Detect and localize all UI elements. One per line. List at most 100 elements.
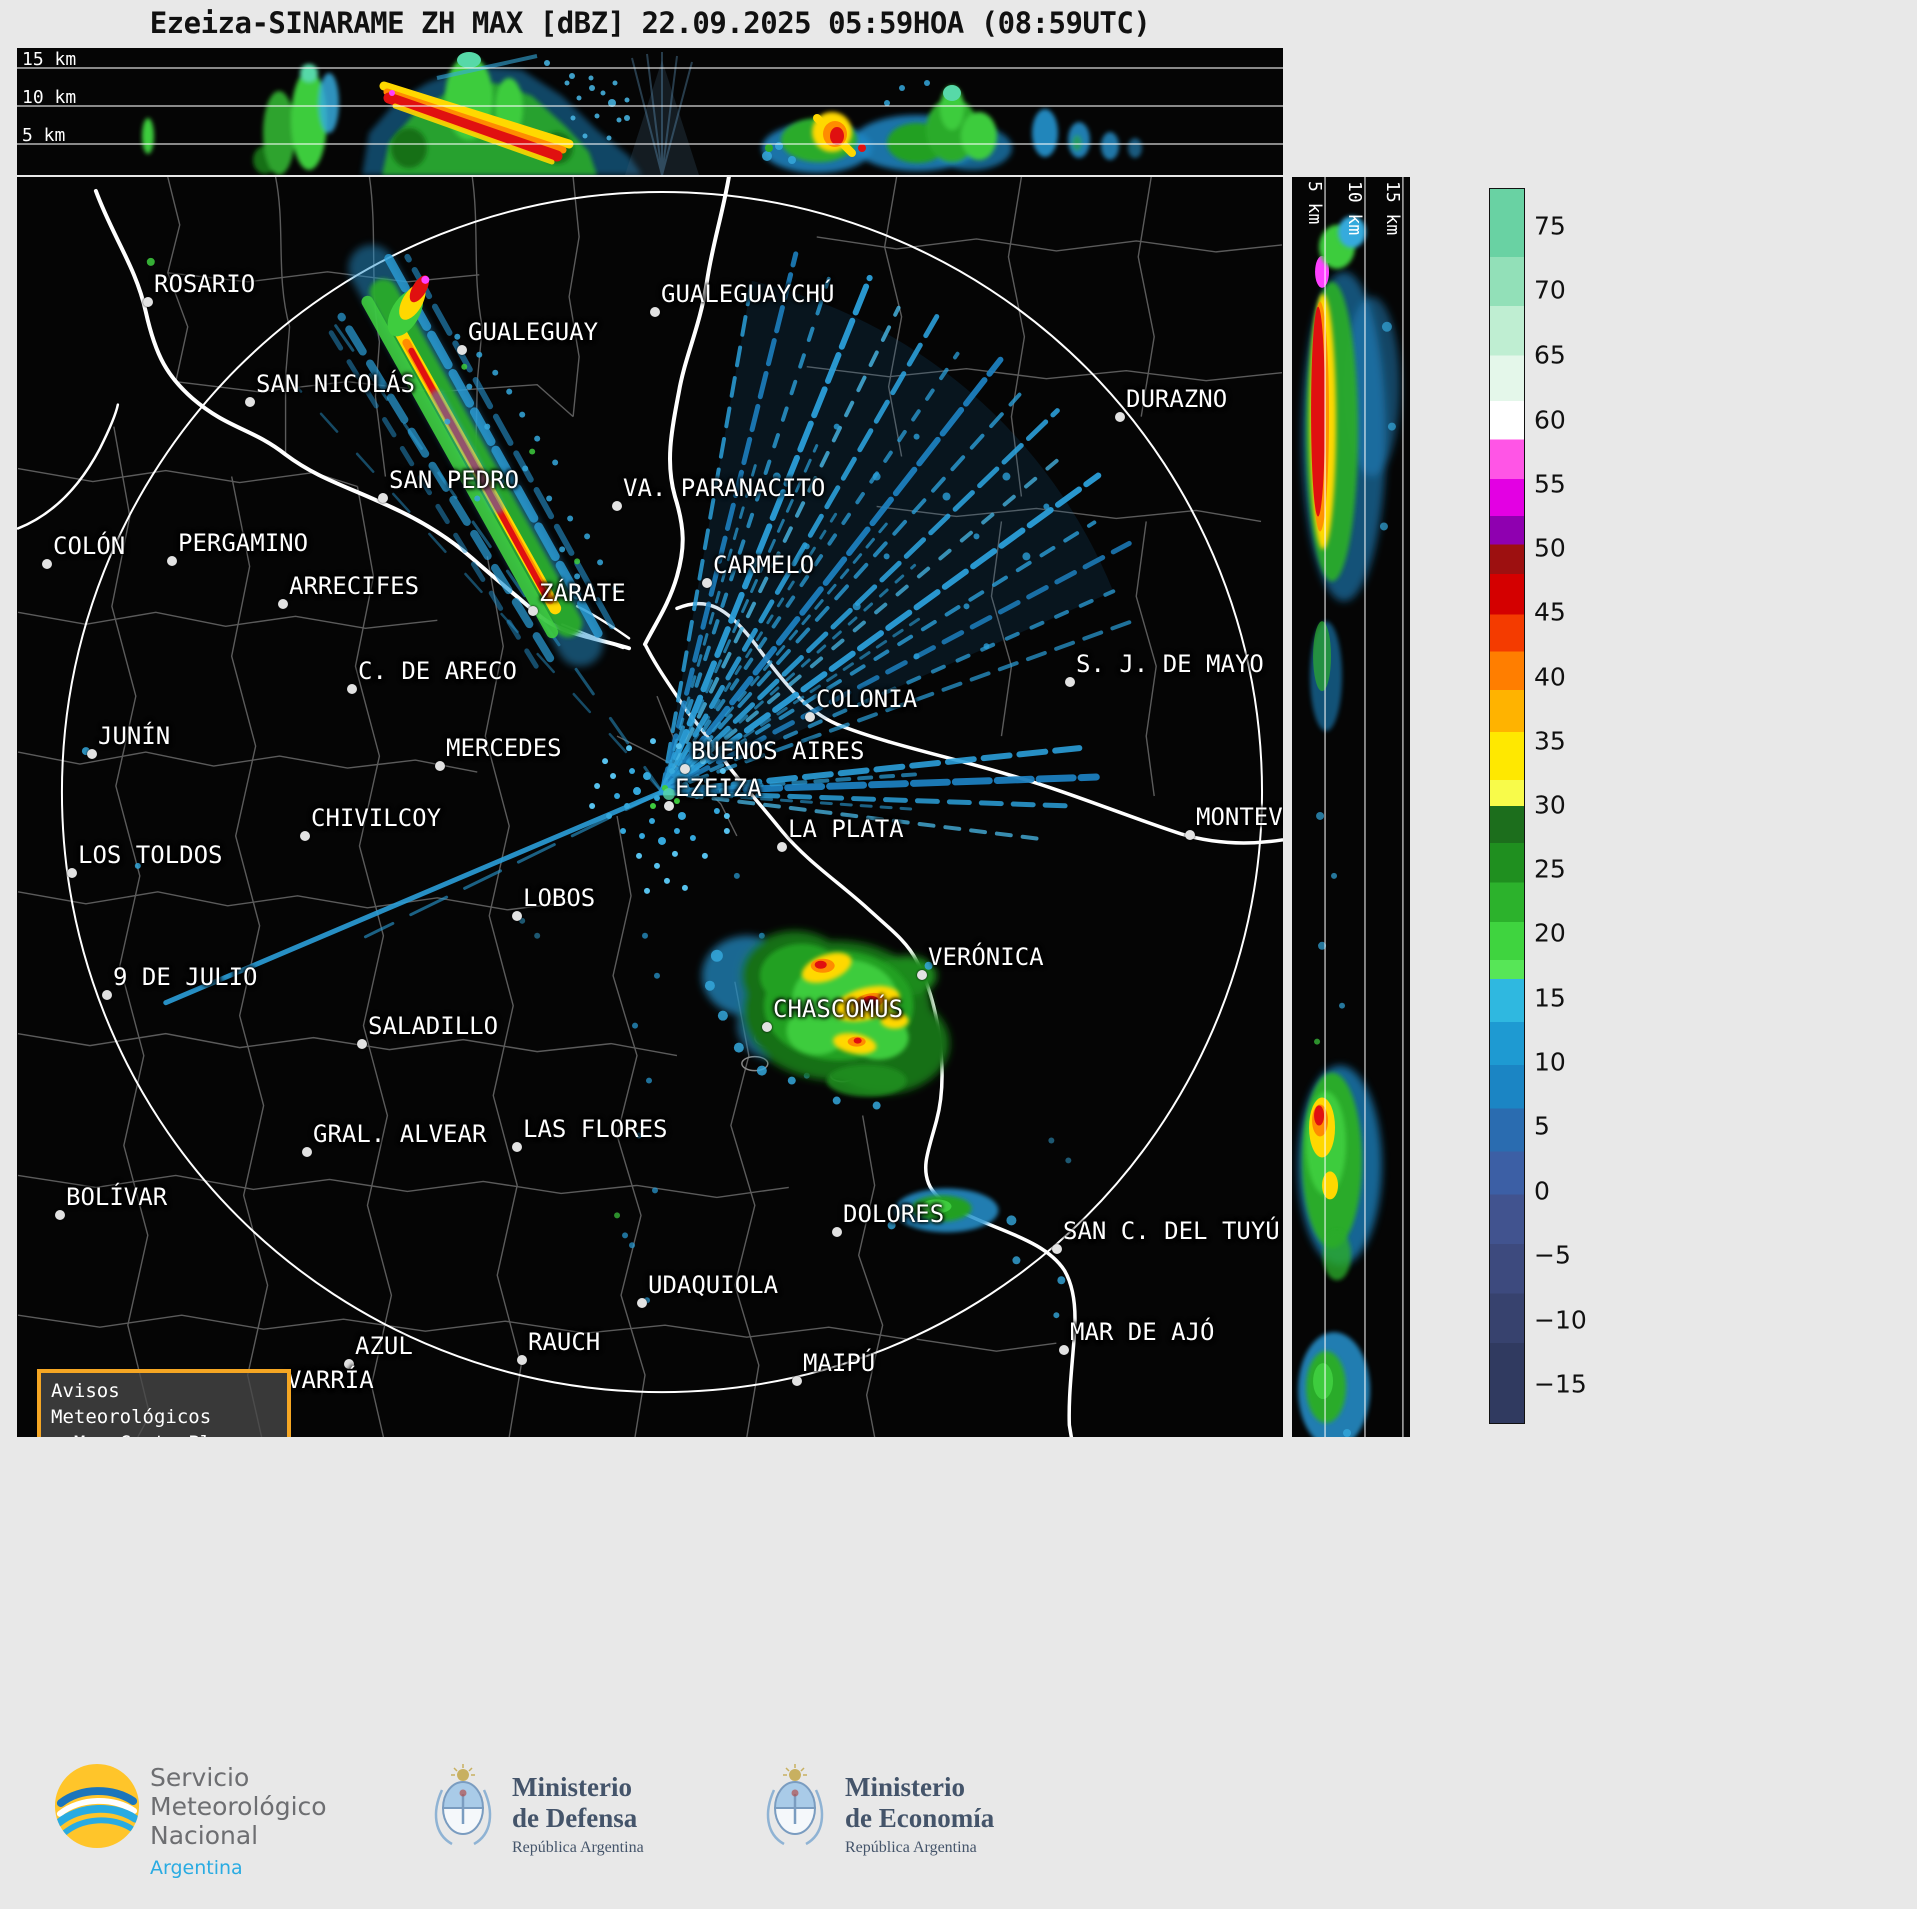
city-label: ZÁRATE: [539, 579, 626, 608]
colorbar-tick-label: −15: [1534, 1369, 1587, 1399]
city-label: C. DE ARECO: [358, 657, 517, 686]
ministry-name-line: de Economía: [845, 1803, 995, 1833]
colorbar: [1489, 188, 1525, 1424]
city-dot: [1185, 829, 1195, 840]
colorbar-ticks: 75 70 65 60 55 50 45 40 35 30 25 20 15 10 5 0 −5 −10 −15: [1534, 188, 1624, 1422]
city-dot: [792, 1376, 802, 1387]
city-label: S. J. DE MAYO: [1076, 650, 1264, 679]
city-label: MAIPÚ: [803, 1349, 876, 1378]
city-dot: [762, 1021, 772, 1032]
city-label: SALADILLO: [368, 1011, 499, 1040]
smn-wordmark: Servicio Meteorológico Nacional Argentin…: [150, 1763, 327, 1883]
colorbar-tick-label: 75: [1534, 211, 1566, 241]
page-title: Ezeiza-SINARAME ZH MAX [dBZ] 22.09.2025 …: [149, 6, 1151, 40]
colorbar-tick-label: 20: [1534, 918, 1566, 948]
city-label: SAN NICOLÁS: [256, 369, 415, 398]
right-cross-section-panel: 5 km 10 km 15 km: [1292, 177, 1410, 1437]
city-label: ARRECIFES: [289, 572, 420, 601]
city-dot: [702, 578, 712, 589]
city-label: SAN PEDRO: [389, 466, 520, 495]
city-dot: [517, 1355, 527, 1366]
city-label: LA PLATA: [788, 814, 904, 843]
smn-name-line: Nacional: [150, 1821, 259, 1850]
city-dot: [512, 1142, 522, 1153]
city-dot: [612, 501, 622, 512]
city-dot: [87, 749, 97, 760]
radar-echo-chascomus-storm: [701, 930, 1072, 1164]
radar-echo-dolores: [887, 1188, 1066, 1319]
radar-map-svg: [17, 177, 1283, 1437]
ministry-sub-line: República Argentina: [845, 1839, 977, 1856]
colorbar-tick-label: 40: [1534, 662, 1566, 692]
city-dot: [805, 712, 815, 723]
city-label: LAS FLORES: [523, 1115, 668, 1144]
smn-name-line: Meteorológico: [150, 1792, 327, 1821]
height-label-10km: 10 km: [22, 87, 77, 108]
city-dot: [167, 556, 177, 567]
ministry-name-line: de Defensa: [512, 1803, 638, 1833]
height-label-5km: 5 km: [22, 125, 66, 146]
city-label: JUNÍN: [98, 722, 171, 751]
right-cross-section-svg: [1292, 177, 1410, 1437]
ministry-sub-line: República Argentina: [512, 1839, 644, 1856]
colorbar-tick-label: 15: [1534, 983, 1566, 1012]
city-dot: [1065, 677, 1075, 688]
ministry-name-line: Ministerio: [845, 1772, 965, 1802]
city-label: MERCEDES: [446, 734, 562, 763]
city-dot: [344, 1359, 354, 1370]
city-label: COLÓN: [53, 532, 126, 561]
colorbar-tick-label: 65: [1534, 340, 1566, 370]
city-dot: [378, 493, 388, 504]
city-label: 9 DE JULIO: [113, 962, 258, 991]
height-label-15km-right: 15 km: [1382, 181, 1403, 236]
city-label: CARMELO: [713, 551, 815, 580]
city-dot: [680, 764, 690, 775]
city-dot: [55, 1210, 65, 1221]
colorbar-tick-label: 60: [1534, 405, 1566, 435]
city-dot: [777, 841, 787, 852]
city-label: VARRÍA: [287, 1366, 374, 1395]
city-label: BOLÍVAR: [66, 1183, 168, 1212]
city-dot: [435, 761, 445, 772]
height-label-15km: 15 km: [22, 49, 77, 70]
smn-name-line: Servicio: [150, 1763, 250, 1792]
city-dot: [1052, 1244, 1062, 1255]
city-label: DURAZNO: [1126, 384, 1228, 413]
radar-echo-nw-storm-streak: [325, 244, 616, 669]
ministry-economia-wordmark: Ministerio de Economía República Argenti…: [845, 1772, 994, 1857]
colorbar-tick-label: 45: [1534, 597, 1566, 627]
coat-of-arms-defensa-icon: [434, 1764, 492, 1846]
height-label-10km-right: 10 km: [1344, 181, 1365, 236]
city-label: CHIVILCOY: [311, 803, 442, 832]
city-dot: [457, 344, 467, 355]
city-label: CHASCOMÚS: [773, 994, 904, 1023]
radar-echo-center-clutter: [589, 738, 810, 1304]
city-dot: [832, 1227, 842, 1238]
city-dot: [357, 1038, 367, 1049]
city-dot: [42, 559, 52, 570]
city-label: EZEIZA: [675, 774, 762, 802]
colorbar-gradient: [1490, 189, 1524, 1423]
colorbar-tick-label: 10: [1534, 1047, 1566, 1077]
city-dot: [347, 684, 357, 695]
city-label: PERGAMINO: [178, 529, 309, 558]
city-label: GUALEGUAY: [468, 317, 599, 346]
city-label: LOS TOLDOS: [78, 840, 223, 869]
city-dot: [637, 1298, 647, 1309]
city-dot: [67, 867, 77, 878]
city-label: AZUL: [355, 1332, 413, 1361]
city-label: DOLORES: [843, 1200, 945, 1229]
colorbar-tick-label: 30: [1534, 790, 1566, 820]
city-label: MONTEVIDEO: [1196, 802, 1283, 831]
city-dot: [1059, 1345, 1069, 1356]
city-dot: [143, 296, 153, 307]
colorbar-tick-label: 25: [1534, 854, 1566, 884]
warning-line-2: a Muy Corto Plazo: [51, 1430, 277, 1437]
colorbar-tick-label: 35: [1534, 726, 1566, 756]
colorbar-tick-label: −10: [1534, 1305, 1587, 1335]
city-dot: [917, 969, 927, 980]
top-cross-section-panel: 15 km 10 km 5 km: [17, 48, 1283, 175]
ministry-defensa-wordmark: Ministerio de Defensa República Argentin…: [512, 1772, 644, 1857]
city-dot: [528, 606, 538, 617]
city-dot: [302, 1147, 312, 1158]
